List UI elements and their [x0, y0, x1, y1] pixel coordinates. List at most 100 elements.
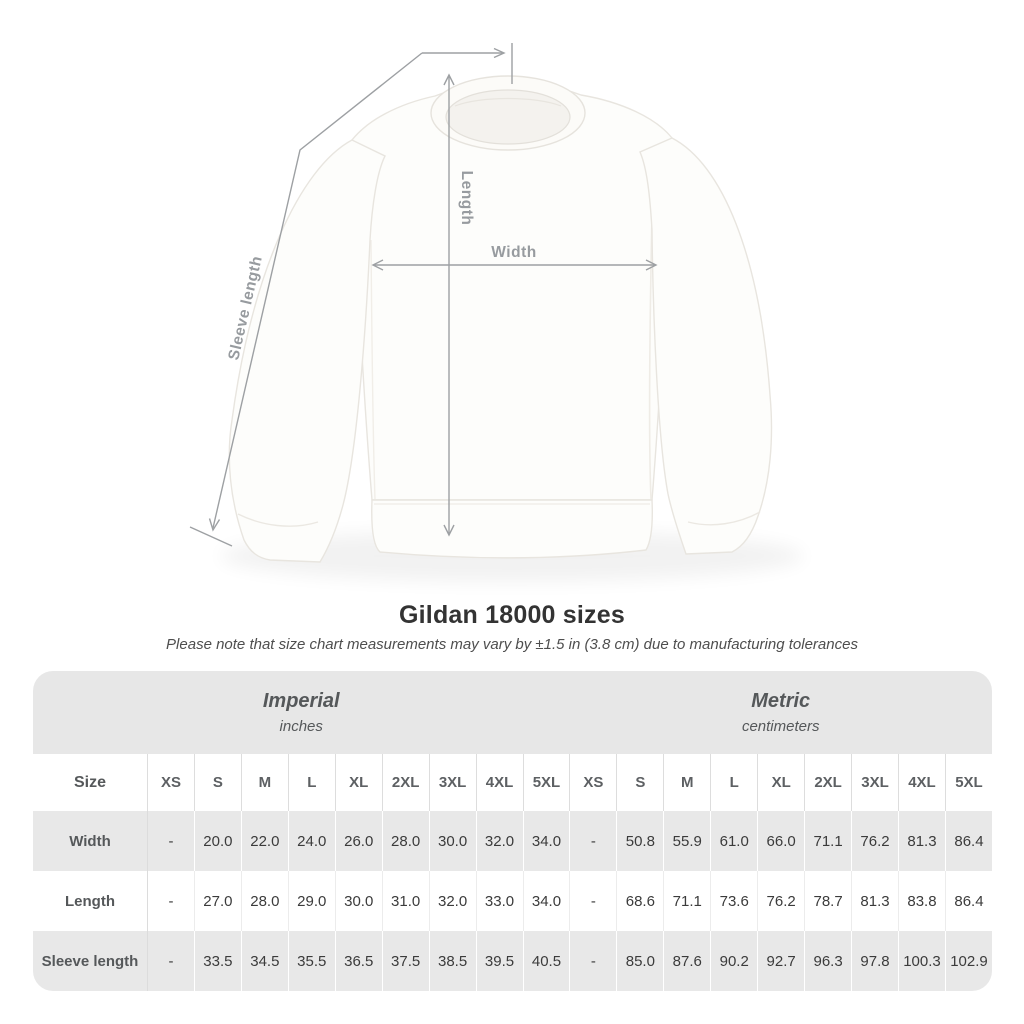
cell: 31.0 [381, 871, 429, 931]
left-cuff-seam [237, 513, 319, 527]
cell: 30.0 [428, 811, 476, 871]
cell: 40.5 [522, 931, 570, 991]
cell: 30.0 [334, 871, 382, 931]
cell: 71.1 [804, 811, 852, 871]
cell: 81.3 [898, 811, 945, 871]
cell: 86.4 [944, 871, 992, 931]
col-header-metric-s: S [616, 754, 664, 811]
col-header-imperial-m: M [240, 754, 288, 811]
col-header-imperial-xs: XS [147, 754, 194, 811]
size-col-header: Size [33, 754, 147, 811]
collar-inner [445, 89, 571, 145]
row-label-width: Width [33, 811, 147, 871]
cell: 24.0 [287, 811, 335, 871]
cell: 71.1 [663, 871, 711, 931]
metric-group-header: Metric centimeters [569, 671, 992, 754]
imperial-group-unit: inches [279, 718, 323, 735]
cell: 33.0 [475, 871, 523, 931]
metric-group-unit: centimeters [741, 718, 820, 735]
size-chart: Imperial inches Metric centimeters Size … [33, 671, 992, 991]
col-header-imperial-s: S [193, 754, 241, 811]
cell: 34.5 [240, 931, 288, 991]
col-header-imperial-4xl: 4XL [475, 754, 523, 811]
cell: 78.7 [804, 871, 852, 931]
cell: 102.9 [944, 931, 992, 991]
cell: 22.0 [240, 811, 288, 871]
sweatshirt-left-sleeve [228, 139, 386, 563]
col-header-metric-2xl: 2XL [804, 754, 852, 811]
col-header-metric-l: L [710, 754, 758, 811]
cell: 37.5 [381, 931, 429, 991]
length-measure [443, 73, 455, 537]
cell: 66.0 [757, 811, 805, 871]
sweatshirt-right-sleeve [639, 137, 773, 555]
size-header-row: Size XS S M L XL 2XL 3XL 4XL 5XL XS S M … [33, 754, 992, 811]
width-measure-label: Width [491, 244, 536, 261]
cell: 87.6 [663, 931, 711, 991]
col-header-imperial-2xl: 2XL [381, 754, 429, 811]
col-header-imperial-l: L [287, 754, 335, 811]
col-header-metric-3xl: 3XL [851, 754, 898, 811]
page-title: Gildan 18000 sizes [399, 601, 625, 629]
cell: 50.8 [616, 811, 664, 871]
cell: 26.0 [334, 811, 382, 871]
cell: 68.6 [616, 871, 664, 931]
cell: 55.9 [663, 811, 711, 871]
cell: 85.0 [616, 931, 664, 991]
col-header-metric-4xl: 4XL [898, 754, 945, 811]
length-row: Length - 27.0 28.0 29.0 30.0 31.0 32.0 3… [33, 871, 992, 931]
cell: 96.3 [804, 931, 852, 991]
product-photo: Width Length Sleeve length [189, 43, 804, 582]
cell: 36.5 [334, 931, 382, 991]
body-crease-left [370, 239, 376, 500]
cell: 90.2 [710, 931, 758, 991]
sweatshirt-waistband [371, 499, 654, 559]
col-header-metric-5xl: 5XL [944, 754, 992, 811]
cell: 100.3 [898, 931, 945, 991]
cell: 27.0 [193, 871, 241, 931]
cell: 34.0 [522, 811, 570, 871]
cell: - [569, 871, 617, 931]
col-header-imperial-3xl: 3XL [428, 754, 476, 811]
metric-group-label: Metric [751, 690, 811, 712]
length-measure-label: Length [458, 171, 475, 226]
cell: 33.5 [193, 931, 241, 991]
cell: 97.8 [851, 931, 898, 991]
cell: - [147, 871, 194, 931]
cell: 76.2 [851, 811, 898, 871]
cell: 34.0 [522, 871, 570, 931]
cell: 81.3 [851, 871, 898, 931]
cell: 86.4 [944, 811, 992, 871]
width-row: Width - 20.0 22.0 24.0 26.0 28.0 30.0 32… [33, 811, 992, 871]
cell: 92.7 [757, 931, 805, 991]
cell: 73.6 [710, 871, 758, 931]
cell: 29.0 [287, 871, 335, 931]
collar-back-seam [454, 97, 562, 107]
cell: 28.0 [240, 871, 288, 931]
cell: 32.0 [428, 871, 476, 931]
imperial-group-header: Imperial inches [33, 671, 570, 754]
row-label-sleeve-length: Sleeve length [33, 931, 147, 991]
cell: 38.5 [428, 931, 476, 991]
cell: 28.0 [381, 811, 429, 871]
width-measure [371, 259, 658, 271]
cell: 35.5 [287, 931, 335, 991]
cell: 39.5 [475, 931, 523, 991]
cell: 32.0 [475, 811, 523, 871]
cell: 76.2 [757, 871, 805, 931]
sleeve-measure [189, 43, 513, 547]
cell: 61.0 [710, 811, 758, 871]
cell: - [147, 811, 194, 871]
sweatshirt-measure-diagram: Width Length Sleeve length [189, 43, 804, 582]
cell: 20.0 [193, 811, 241, 871]
cell: - [569, 931, 617, 991]
col-header-metric-m: M [663, 754, 711, 811]
sleeve-length-row: Sleeve length - 33.5 34.5 35.5 36.5 37.5… [33, 931, 992, 991]
right-cuff-seam [687, 511, 761, 526]
cell: - [569, 811, 617, 871]
cell: 83.8 [898, 871, 945, 931]
col-header-imperial-5xl: 5XL [522, 754, 570, 811]
unit-group-row: Imperial inches Metric centimeters [33, 671, 992, 754]
size-chart-table: Imperial inches Metric centimeters Size … [33, 671, 992, 991]
page-subtitle: Please note that size chart measurements… [166, 636, 858, 653]
